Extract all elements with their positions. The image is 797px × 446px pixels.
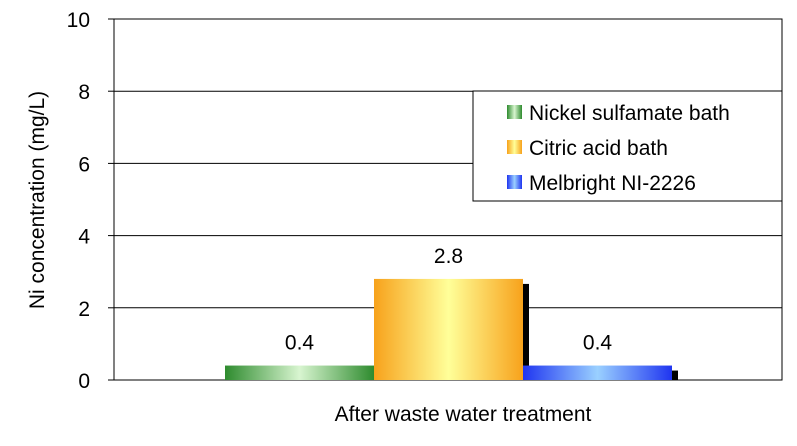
legend-swatch [507, 105, 522, 119]
legend-swatch [507, 140, 522, 154]
bar [374, 278, 523, 380]
y-tick-label: 10 [67, 9, 90, 32]
legend-swatch [507, 175, 522, 189]
bar [523, 365, 672, 380]
legend [472, 90, 783, 202]
y-tick-label: 2 [78, 298, 90, 321]
y-axis-title: Ni concentration (mg/L) [26, 91, 49, 309]
x-axis-title: After waste water treatment [335, 403, 592, 426]
y-tick-label: 4 [78, 226, 90, 249]
y-tick-label: 0 [78, 370, 90, 393]
data-label: 0.4 [285, 332, 315, 355]
data-label: 0.4 [583, 332, 613, 355]
legend-label: Nickel sulfamate bath [529, 102, 730, 125]
legend-label: Citric acid bath [529, 137, 668, 160]
legend-label: Melbright NI-2226 [529, 172, 696, 195]
bar [225, 365, 374, 380]
data-label: 2.8 [434, 245, 463, 268]
y-tick-label: 8 [78, 81, 90, 104]
y-tick-label: 6 [78, 153, 90, 176]
